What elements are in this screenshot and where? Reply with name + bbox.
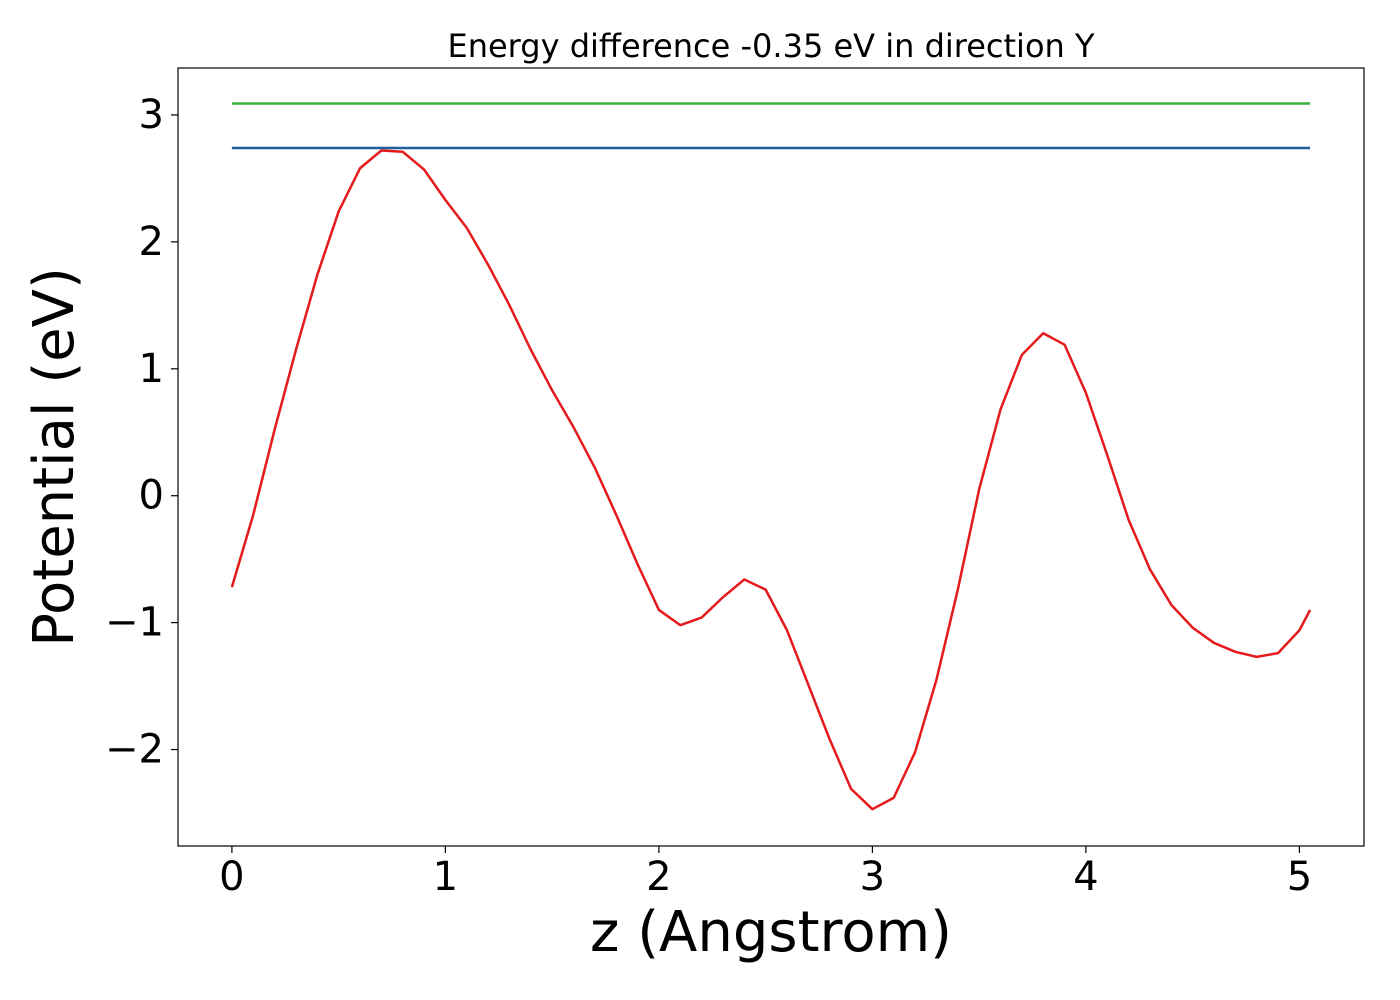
x-axis-label: z (Angstrom) xyxy=(590,900,952,965)
plot-frame xyxy=(177,67,1365,847)
y-tick-label: 1 xyxy=(139,346,164,392)
y-tick-label: −2 xyxy=(105,727,164,773)
data-line xyxy=(230,149,1312,811)
y-tick-label: 0 xyxy=(139,473,164,519)
x-tick-label: 1 xyxy=(433,854,458,900)
y-tick-label: −1 xyxy=(105,600,164,646)
y-axis-label: Potential (eV) xyxy=(22,267,87,647)
x-tick-label: 4 xyxy=(1073,854,1098,900)
x-tick-label: 2 xyxy=(646,854,671,900)
y-tick-label: 3 xyxy=(139,92,164,138)
x-tick-label: 5 xyxy=(1287,854,1312,900)
x-tick-label: 3 xyxy=(860,854,885,900)
chart-title: Energy difference -0.35 eV in direction … xyxy=(447,27,1094,65)
y-tick-label: 2 xyxy=(139,219,164,265)
x-tick-label: 0 xyxy=(219,854,244,900)
